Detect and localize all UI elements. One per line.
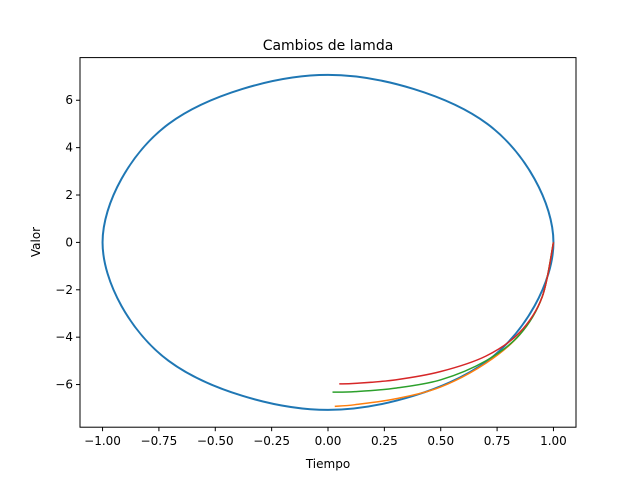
series-line-2 (334, 242, 555, 408)
x-tick-label: −0.75 (141, 434, 178, 448)
y-tick-label: 2 (65, 188, 73, 202)
y-tick-label: −2 (55, 283, 73, 297)
x-tick-label: 0.00 (315, 434, 342, 448)
series-line-1 (101, 73, 555, 411)
x-tick-label: 1.00 (540, 434, 567, 448)
x-tick-label: 0.75 (484, 434, 511, 448)
series-line-3 (332, 242, 555, 393)
y-tick-label: 0 (65, 235, 73, 249)
chart-title: Cambios de lamda (263, 38, 394, 54)
y-ticks: −6 −4 −2 0 2 4 6 (55, 93, 80, 392)
x-axis-label: Tiempo (305, 457, 350, 471)
y-tick-label: 6 (65, 93, 73, 107)
y-tick-label: 4 (65, 141, 73, 155)
x-tick-label: −0.50 (197, 434, 234, 448)
y-tick-label: −6 (55, 378, 73, 392)
x-tick-label: −1.00 (84, 434, 121, 448)
x-tick-label: −0.25 (253, 434, 290, 448)
y-axis-label: Valor (29, 227, 43, 257)
x-tick-label: 0.50 (427, 434, 454, 448)
series-layer (101, 73, 555, 411)
x-tick-label: 0.25 (371, 434, 398, 448)
series-line-4 (339, 242, 555, 385)
plot-frame (79, 57, 577, 428)
x-ticks: −1.00 −0.75 −0.50 −0.25 0.00 0.25 0.50 0.75 1.00 (84, 427, 567, 448)
y-tick-label: −4 (55, 330, 73, 344)
